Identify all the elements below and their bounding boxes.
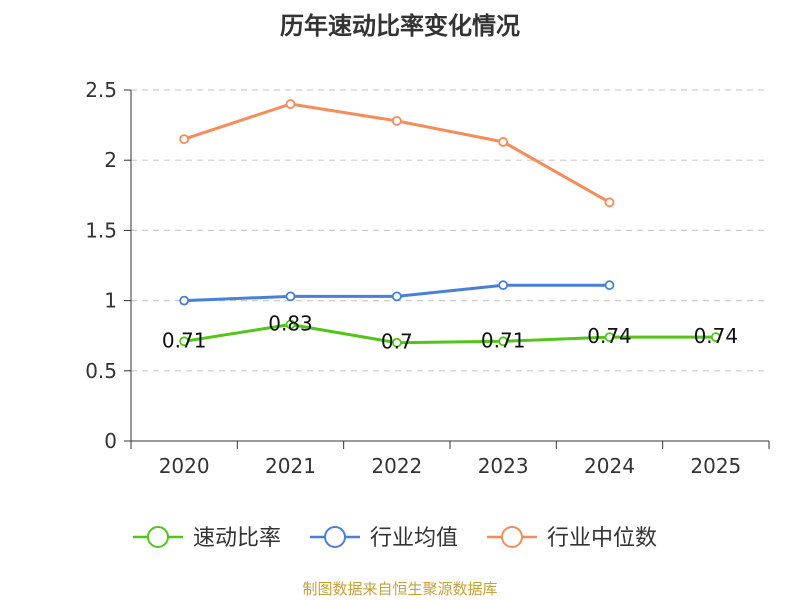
data-point [179,295,190,306]
y-tick-label: 1 [104,289,117,313]
x-tick-label: 2021 [265,454,316,478]
data-labels: 0.71 0.83 0.7 0.71 0.74 0.74 [162,311,738,353]
y-tick-label: 2 [104,148,117,172]
axes: 0 0.5 1 1.5 2 2.5 2020 2021 2022 2023 2024 2025 [85,78,770,478]
legend-marker [324,526,346,548]
x-tick-label: 2025 [690,454,741,478]
data-label: 0.71 [481,328,526,352]
x-tick-label: 2020 [159,454,210,478]
y-tick-label: 2.5 [85,78,117,102]
data-point [604,332,615,343]
legend: 速动比率 行业均值 行业中位数 [133,526,657,551]
data-point [498,137,509,147]
data-point [285,99,296,109]
chart-title: 历年速动比率变化情况 [280,12,520,40]
gridlines [131,89,769,372]
legend-label: 行业均值 [370,526,458,551]
series-lines [179,99,721,348]
source-note: 制图数据来自恒生聚源数据库 [302,580,498,598]
legend-item[interactable]: 速动比率 [133,526,281,551]
series-line-0 [183,323,716,345]
x-tick-label: 2022 [371,454,422,478]
data-point [179,336,190,347]
legend-marker [501,526,523,548]
data-point [498,280,509,291]
legend-marker [147,526,169,548]
data-point [285,319,296,330]
data-point [498,336,509,347]
data-point [604,197,615,208]
x-tick-label: 2024 [584,454,635,478]
x-tick-label: 2023 [478,454,529,478]
data-label: 0.7 [381,330,413,354]
data-point [391,291,402,302]
legend-label: 速动比率 [193,526,281,551]
data-label: 0.83 [268,311,313,335]
data-label: 0.71 [162,328,207,352]
y-tick-label: 0 [104,429,117,453]
data-label: 0.74 [587,324,632,348]
legend-item[interactable]: 行业中位数 [487,526,657,551]
y-tick-label: 1.5 [85,218,117,242]
data-point [391,115,402,126]
data-point [604,280,615,291]
legend-item[interactable]: 行业均值 [310,526,458,551]
legend-label: 行业中位数 [547,526,657,551]
data-point [179,134,190,145]
data-label: 0.74 [694,324,739,348]
data-point [391,337,402,348]
data-point [285,291,296,302]
y-tick-label: 0.5 [85,359,117,383]
data-point [710,332,721,343]
